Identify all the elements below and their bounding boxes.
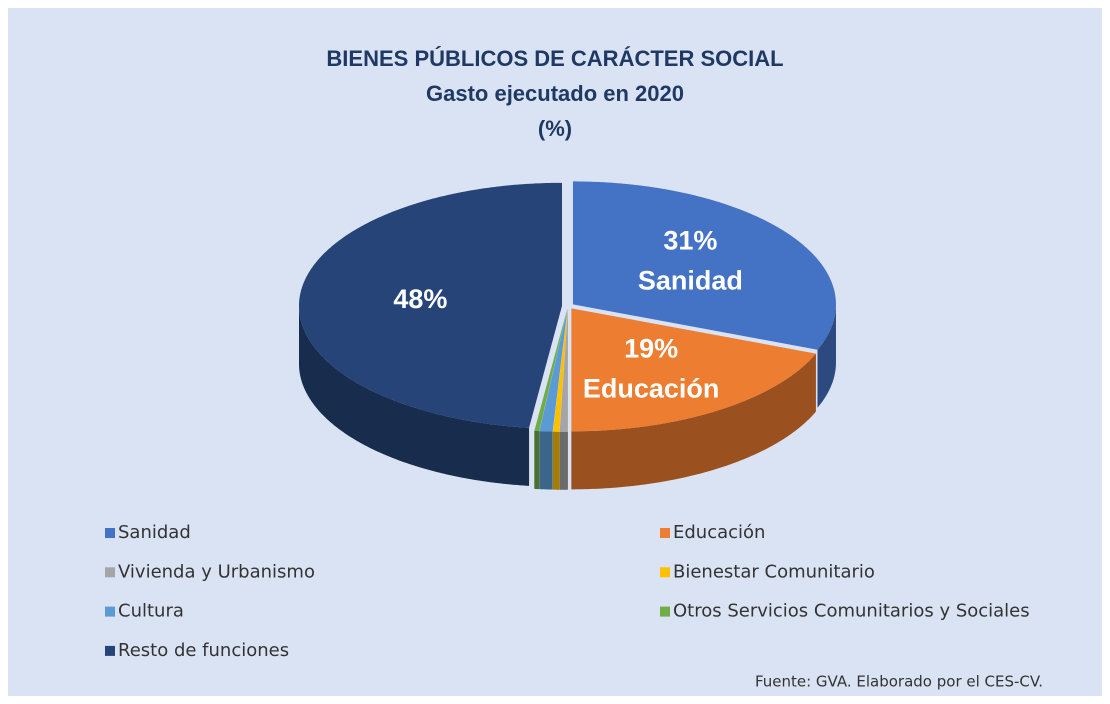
slice-side [559, 431, 568, 490]
slice-sides [299, 304, 836, 490]
data-label-category: Sanidad [638, 265, 743, 295]
legend-swatch [660, 606, 670, 617]
slice [572, 181, 836, 350]
data-label-category: Educación [583, 374, 720, 404]
legend-swatch [660, 528, 670, 538]
data-label: 19% [624, 334, 678, 364]
slice-side-shade [534, 430, 540, 490]
legend-label: Educación [673, 522, 765, 543]
slice [299, 182, 563, 428]
slice-tops [299, 181, 836, 432]
data-label: 48% [393, 284, 447, 314]
chart-title: BIENES PÚBLICOS DE CARÁCTER SOCIAL [326, 46, 783, 71]
slice-side [534, 430, 540, 490]
legend-swatch [105, 645, 115, 656]
slice-side [539, 431, 553, 490]
slice-side-shade [539, 431, 553, 490]
slice [552, 308, 568, 432]
slice-side-shade [817, 304, 836, 408]
legend-label: Cultura [118, 601, 184, 622]
legend-label: Otros Servicios Comunitarios y Sociales [673, 601, 1030, 622]
slice [559, 308, 568, 432]
legend-swatch [105, 606, 115, 617]
legend-label: Sanidad [118, 522, 191, 543]
slice-side-shade [571, 353, 816, 490]
slice-side [552, 431, 560, 490]
unit-label: (%) [538, 116, 572, 141]
slice [571, 308, 816, 432]
legend-label: Resto de funciones [118, 640, 289, 661]
legend-label: Bienestar Comunitario [673, 561, 875, 582]
source: Fuente: GVA. Elaborado por el CES-CV. [755, 673, 1043, 691]
slice-side [571, 353, 816, 490]
legend-label: Vivienda y Urbanismo [118, 561, 315, 582]
slice-side [817, 304, 836, 408]
chart-subtitle: Gasto ejecutado en 2020 [426, 81, 684, 106]
legend-swatch [105, 567, 115, 578]
slice-side-shade [559, 431, 568, 490]
slice-side-shade [552, 431, 560, 490]
slice-side-shade [299, 305, 530, 486]
slice-side [299, 305, 530, 486]
chart-background [8, 8, 1102, 696]
slice [534, 308, 568, 432]
data-label: 31% [663, 225, 717, 255]
legend-swatch [105, 528, 115, 538]
legend-swatch [660, 567, 670, 578]
slice [539, 308, 568, 432]
